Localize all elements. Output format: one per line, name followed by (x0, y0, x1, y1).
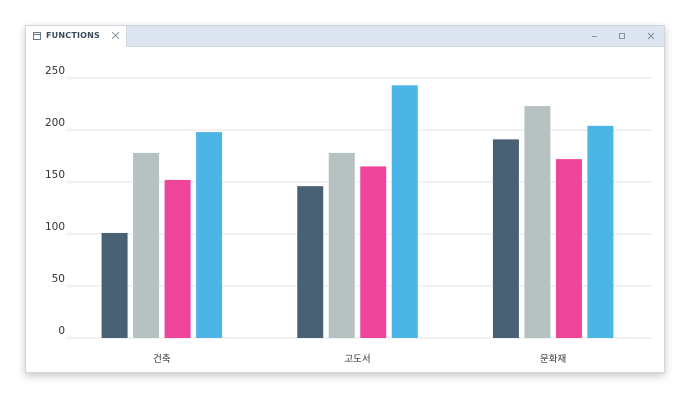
axis-labels: 0 50 100 150 200 250 건축 고도서 문화재 (45, 65, 566, 365)
y-tick-label: 50 (52, 273, 65, 285)
bar-3-4 (587, 125, 614, 338)
y-tick-label: 250 (45, 65, 65, 77)
y-tick-label: 100 (45, 221, 65, 233)
maximize-icon[interactable] (616, 30, 628, 42)
bar-2-1 (297, 186, 324, 338)
bar-3-2 (524, 106, 551, 338)
x-tick-label: 건축 (153, 354, 171, 365)
chart-window: FUNCTIONS 0 50 100 150 200 250 건축 고도서 문화재 (25, 25, 665, 373)
bar-2-3 (360, 166, 387, 338)
x-tick-label: 문화재 (540, 354, 566, 365)
bar-2-2 (328, 152, 355, 338)
tab-close-icon[interactable] (111, 31, 120, 40)
chart-area: 0 50 100 150 200 250 건축 고도서 문화재 (26, 47, 664, 372)
bar-1-1 (101, 232, 128, 338)
bar-1-4 (196, 132, 223, 338)
bar-chart: 0 50 100 150 200 250 건축 고도서 문화재 (45, 65, 653, 365)
close-icon[interactable] (645, 30, 657, 42)
y-tick-label: 0 (58, 325, 65, 337)
tab-functions[interactable]: FUNCTIONS (26, 26, 127, 47)
bar-1-2 (133, 152, 160, 338)
tab-title: FUNCTIONS (46, 31, 101, 40)
y-tick-label: 150 (45, 169, 65, 181)
grid-lines (66, 77, 653, 339)
title-bar: FUNCTIONS (26, 26, 664, 47)
y-tick-label: 200 (45, 117, 65, 129)
x-tick-label: 고도서 (344, 354, 370, 365)
bar-2-4 (391, 85, 418, 338)
window-icon (33, 32, 41, 40)
minimize-icon[interactable] (589, 30, 601, 42)
bar-3-3 (555, 159, 582, 338)
bar-1-3 (164, 179, 191, 338)
bars (101, 85, 614, 338)
bar-3-1 (492, 139, 519, 338)
